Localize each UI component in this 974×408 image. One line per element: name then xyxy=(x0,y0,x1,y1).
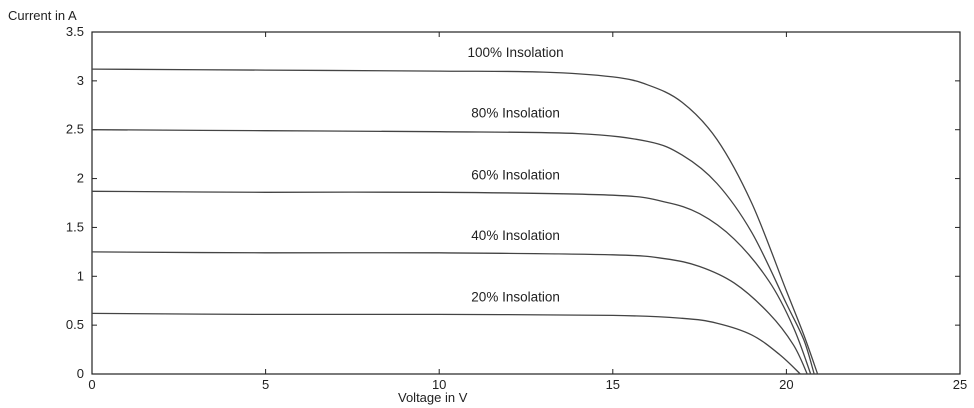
x-axis: 0 5 10 15 20 25 xyxy=(88,32,967,392)
x-tick-label: 25 xyxy=(953,377,967,392)
x-axis-label: Voltage in V xyxy=(398,390,468,405)
y-tick-label: 2.5 xyxy=(66,122,84,137)
series-line-3 xyxy=(91,190,812,375)
y-tick-label: 2 xyxy=(77,171,84,186)
series-line-2 xyxy=(91,129,815,375)
series-line-4 xyxy=(91,251,808,375)
series-label-3: 60% Insolation xyxy=(471,167,560,182)
y-tick-label: 0.5 xyxy=(66,317,84,332)
series-label-1: 100% Insolation xyxy=(468,45,564,60)
y-tick-label: 3 xyxy=(77,73,84,88)
plot-frame xyxy=(91,31,961,375)
x-tick-label: 15 xyxy=(606,377,620,392)
series-label-2: 80% Insolation xyxy=(471,106,560,121)
series-line-5 xyxy=(91,312,801,375)
y-axis: 0 0.5 1 1.5 2 2.5 3 3.5 xyxy=(66,24,960,381)
y-tick-label: 0 xyxy=(77,366,84,381)
x-tick-label: 20 xyxy=(779,377,793,392)
series-group: 100% Insolation 80% Insolation 60% Insolat… xyxy=(91,45,819,375)
x-tick-label: 5 xyxy=(262,377,269,392)
y-tick-label: 1 xyxy=(77,268,84,283)
series-label-4: 40% Insolation xyxy=(471,228,560,243)
y-tick-label: 3.5 xyxy=(66,24,84,39)
series-line-1 xyxy=(91,68,819,375)
x-tick-label: 10 xyxy=(432,377,446,392)
series-label-5: 20% Insolation xyxy=(471,289,560,304)
x-tick-label: 0 xyxy=(88,377,95,392)
y-axis-label: Current in A xyxy=(8,8,77,23)
y-tick-label: 1.5 xyxy=(66,219,84,234)
